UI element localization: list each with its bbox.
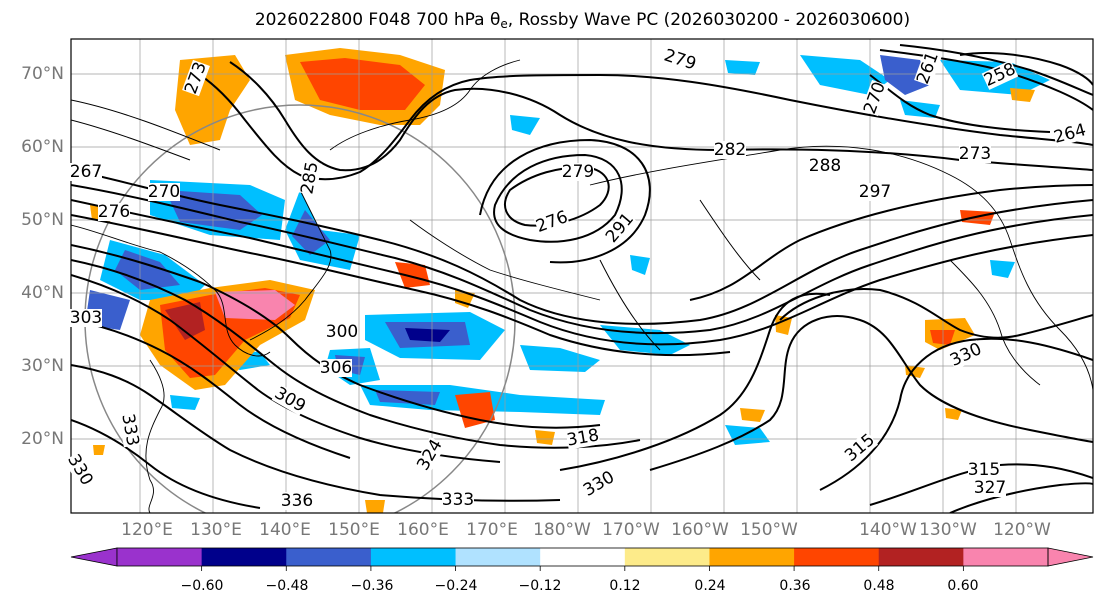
contour-label-background	[580, 468, 618, 500]
colorbar-tick: 0.12	[609, 578, 641, 594]
colorbar-segment	[878, 548, 964, 566]
contour-label-background	[981, 60, 1019, 90]
contour-label-background	[271, 384, 309, 416]
contour-label-background	[182, 59, 210, 97]
colorbar-tick: −0.24	[434, 578, 478, 594]
contour-label: 282	[714, 140, 746, 160]
lon-label-140e: 140°E	[259, 520, 311, 540]
colorbar	[70, 547, 1094, 571]
contour-label-background	[602, 209, 638, 247]
contour-label-background	[1052, 121, 1088, 147]
contour-label-background	[968, 461, 1000, 479]
plot-frame	[70, 38, 1094, 514]
colorbar-segment	[455, 548, 541, 566]
lat-label-40n: 40°N	[21, 283, 64, 303]
lon-label-150e: 150°E	[328, 520, 380, 540]
lon-label-170e: 170°E	[466, 520, 518, 540]
colorbar-segment	[201, 548, 287, 566]
contour-label-background	[947, 340, 985, 370]
colorbar-tick: −0.60	[180, 578, 224, 594]
contour-label-background	[959, 145, 991, 163]
colorbar-segment	[963, 548, 1049, 566]
colorbar-tick: 0.24	[694, 578, 726, 594]
contour-label: 267	[70, 162, 102, 182]
lon-label-140w: 140°W	[859, 520, 917, 540]
lon-label-180w: 180°W	[533, 520, 591, 540]
contour-label-background	[70, 163, 102, 181]
contour-label-background	[562, 163, 594, 181]
lon-label-160e: 160°E	[397, 520, 449, 540]
colorbar-segment	[794, 548, 880, 566]
colorbar-frame	[116, 547, 1049, 567]
contour-label: 333	[442, 490, 474, 510]
colorbar-segment	[540, 548, 626, 566]
colorbar-min-extension	[70, 547, 118, 567]
contour-label-background	[326, 323, 358, 341]
contour-label-background	[662, 46, 698, 74]
colorbar-tick: −0.48	[265, 578, 309, 594]
contour-label-background	[442, 491, 474, 509]
contour-label-background	[861, 79, 889, 117]
contour-label: 306	[320, 358, 352, 378]
lon-label-120e: 120°E	[121, 520, 173, 540]
colorbar-tick: 0.48	[863, 578, 895, 594]
lat-label-50n: 50°N	[21, 210, 64, 230]
contour-label: 303	[70, 308, 102, 328]
contour-label-background	[859, 183, 891, 201]
lat-label-30n: 30°N	[21, 356, 64, 376]
colorbar-segment	[286, 548, 372, 566]
map-title: 2026022800 F048 700 hPa θe, Rossby Wave …	[254, 10, 911, 31]
colorbar-tick: −0.36	[350, 578, 394, 594]
contour-label-background	[98, 203, 130, 221]
colorbar-tick: 0.36	[779, 578, 811, 594]
contour-label-background	[320, 359, 352, 377]
contour-label: 288	[809, 156, 841, 176]
contour-label-background	[414, 436, 446, 474]
contour-label: 276	[98, 202, 130, 222]
contour-label-background	[565, 426, 601, 450]
lon-label-120w: 120°W	[993, 520, 1051, 540]
colorbar-tick: 0.60	[947, 578, 979, 594]
contour-label-background	[64, 451, 96, 489]
contour-label: 297	[859, 182, 891, 202]
contour-label: 315	[968, 460, 1000, 480]
lat-label-60n: 60°N	[21, 137, 64, 157]
colorbar-segment	[370, 548, 457, 566]
lon-label-160w: 160°W	[671, 520, 729, 540]
contour-label-background	[841, 430, 879, 466]
colorbar-max-extension	[1047, 547, 1094, 567]
colorbar-tick: −0.12	[518, 578, 562, 594]
lat-label-70n: 70°N	[21, 64, 64, 84]
thin-contours	[71, 99, 761, 351]
lon-label-170w: 170°W	[602, 520, 660, 540]
contour-label-background	[714, 141, 746, 159]
colorbar-segment	[624, 548, 710, 566]
map-plot-area	[71, 39, 1093, 513]
lon-label-150w: 150°W	[740, 520, 798, 540]
contour-label: 336	[281, 491, 313, 511]
contour-label: 300	[326, 322, 358, 342]
graticule	[71, 39, 1093, 513]
contour-label-background	[809, 157, 841, 175]
contour-label-background	[974, 479, 1006, 497]
contour-label: 327	[974, 478, 1006, 498]
colorbar-segment	[709, 548, 795, 566]
contour-label-background	[298, 160, 322, 196]
contour-label-background	[118, 412, 142, 448]
lon-label-130w: 130°W	[919, 520, 977, 540]
lat-label-20n: 20°N	[21, 429, 64, 449]
contour-label-background	[70, 309, 102, 327]
contour-label: 270	[148, 182, 180, 202]
contour-label: 273	[959, 144, 991, 164]
contour-label-background	[148, 183, 180, 201]
contour-label-background	[281, 492, 313, 510]
colorbar-segment	[117, 548, 203, 566]
contour-label: 279	[562, 162, 594, 182]
lon-label-130e: 130°E	[190, 520, 242, 540]
contour-label-background	[914, 49, 942, 87]
contour-label-background	[533, 208, 571, 236]
